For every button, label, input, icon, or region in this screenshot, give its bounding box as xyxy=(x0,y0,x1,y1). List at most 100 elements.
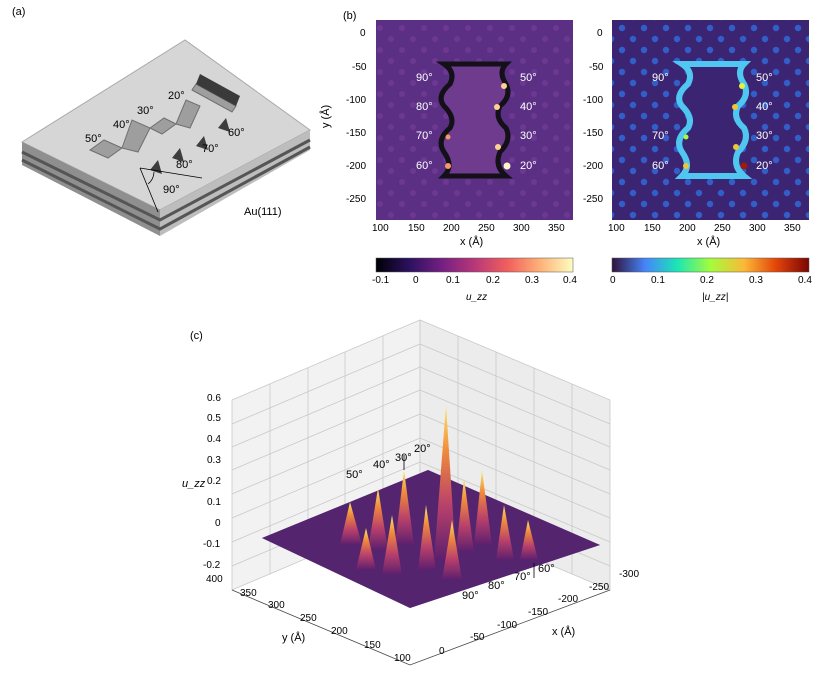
surface-peaks xyxy=(340,405,538,580)
panel-a-illustration xyxy=(20,39,311,236)
right-angle-70: 70° xyxy=(652,130,669,142)
left-angle-60: 60° xyxy=(416,160,433,172)
cb-right-tick-3: 0.3 xyxy=(749,275,763,286)
left-angle-20: 20° xyxy=(520,160,537,172)
angle-label-20: 20° xyxy=(168,90,185,102)
right-angle-50: 50° xyxy=(756,72,773,84)
zigzag-lower-steps xyxy=(150,118,230,174)
xt-0: 0 xyxy=(439,646,445,657)
yt-5: 150 xyxy=(364,640,381,651)
angle-label-30: 30° xyxy=(137,105,154,117)
plot3d-box xyxy=(231,319,611,591)
right-map-xtick-0: 100 xyxy=(608,223,625,234)
c-angle-40: 40° xyxy=(373,459,390,471)
zt-6: 0 xyxy=(215,518,221,529)
zt-7: -0.1 xyxy=(203,539,221,550)
right-map-ytick-0: 0 xyxy=(597,28,603,39)
right-map-ytick-1: -50 xyxy=(589,62,604,73)
c-angle-50: 50° xyxy=(346,469,363,481)
c-angle-60: 60° xyxy=(538,563,555,575)
cb-right-tick-4: 0.4 xyxy=(798,275,812,286)
yt-4: 200 xyxy=(331,626,348,637)
zt-0: 0.6 xyxy=(207,393,221,404)
left-map-xtick-0: 100 xyxy=(372,223,389,234)
cb-left-tick-0: -0.1 xyxy=(372,275,390,286)
angle-label-90: 90° xyxy=(163,184,180,196)
left-angle-80: 80° xyxy=(416,101,433,113)
left-map-xlabel: x (Å) xyxy=(460,236,484,248)
zt-5: 0.1 xyxy=(207,497,221,508)
right-map-xtick-5: 350 xyxy=(784,223,801,234)
left-map-ylabel: y (Å) xyxy=(320,104,332,128)
cb-left-tick-2: 0.1 xyxy=(446,275,460,286)
left-map-xtick-1: 150 xyxy=(408,223,425,234)
c-angle-70: 70° xyxy=(514,571,531,583)
left-map-xtick-2: 200 xyxy=(443,223,460,234)
zigzag-step-edges xyxy=(88,83,237,159)
right-map-ytick-3: -150 xyxy=(583,128,604,139)
angle-label-80: 80° xyxy=(176,159,193,171)
c-angle-30: 30° xyxy=(395,452,412,464)
c-angle-80: 80° xyxy=(488,580,505,592)
cb-left-label: u_zz xyxy=(466,292,488,303)
right-map-ytick-2: -100 xyxy=(583,95,604,106)
panel-a-label: (a) xyxy=(12,6,26,18)
colorbar-right xyxy=(611,257,810,273)
left-angle-30: 30° xyxy=(520,130,537,142)
zt-2: 0.4 xyxy=(207,434,221,445)
right-angle-30: 30° xyxy=(756,130,773,142)
panel-c-label: (c) xyxy=(190,330,203,342)
right-map-ytick-5: -250 xyxy=(583,194,604,205)
left-map-xtick-3: 250 xyxy=(478,223,495,234)
xt-5: -250 xyxy=(589,582,610,593)
xt-2: -100 xyxy=(497,620,518,631)
zt-4: 0.2 xyxy=(207,476,221,487)
c-angle-90: 90° xyxy=(462,590,479,602)
colorbar-left xyxy=(375,257,574,273)
left-angle-90: 90° xyxy=(416,72,433,84)
right-angle-60: 60° xyxy=(652,160,669,172)
yt-1: 350 xyxy=(240,588,257,599)
zt-1: 0.5 xyxy=(207,413,221,424)
substrate-label: Au(111) xyxy=(244,206,282,218)
xt-3: -150 xyxy=(528,607,549,618)
vacancy-slot xyxy=(196,74,240,106)
left-map-ytick-0: 0 xyxy=(360,28,366,39)
plot3d-zlabel: u_zz xyxy=(182,478,206,490)
xt-1: -50 xyxy=(470,632,485,643)
right-map-xtick-2: 200 xyxy=(679,223,696,234)
right-map-xlabel: x (Å) xyxy=(697,236,721,248)
cb-right-tick-0: 0 xyxy=(610,275,616,286)
right-map-xtick-4: 300 xyxy=(749,223,766,234)
surface-base xyxy=(262,470,600,608)
cb-right-tick-2: 0.2 xyxy=(700,275,714,286)
left-map-ytick-5: -250 xyxy=(346,194,367,205)
cb-left-tick-5: 0.4 xyxy=(563,275,577,286)
cb-right-label: |u_zz| xyxy=(702,292,729,303)
yt-3: 250 xyxy=(300,613,317,624)
left-angle-40: 40° xyxy=(520,101,537,113)
xt-6: -300 xyxy=(619,569,640,580)
panel-b-label: (b) xyxy=(343,10,357,22)
plot3d-xlabel: x (Å) xyxy=(552,626,576,638)
zt-3: 0.3 xyxy=(207,455,221,466)
left-map-xtick-4: 300 xyxy=(513,223,530,234)
yt-6: 100 xyxy=(394,653,411,664)
vacancy-outline-right xyxy=(672,61,753,179)
angle-label-40: 40° xyxy=(113,119,130,131)
right-angle-20: 20° xyxy=(756,160,773,172)
left-angle-70: 70° xyxy=(416,130,433,142)
right-map-xtick-3: 250 xyxy=(714,223,731,234)
right-map-ytick-4: -200 xyxy=(583,161,604,172)
vacancy-outline-left xyxy=(435,61,513,179)
yt-2: 300 xyxy=(268,600,285,611)
right-angle-90: 90° xyxy=(652,72,669,84)
zt-8: -0.2 xyxy=(203,560,221,571)
left-map-ytick-4: -200 xyxy=(346,161,367,172)
cb-right-tick-1: 0.1 xyxy=(651,275,665,286)
left-angle-50: 50° xyxy=(520,72,537,84)
left-map-ytick-2: -100 xyxy=(346,95,367,106)
right-map-xtick-1: 150 xyxy=(644,223,661,234)
xt-4: -200 xyxy=(558,594,579,605)
right-angle-40: 40° xyxy=(756,101,773,113)
